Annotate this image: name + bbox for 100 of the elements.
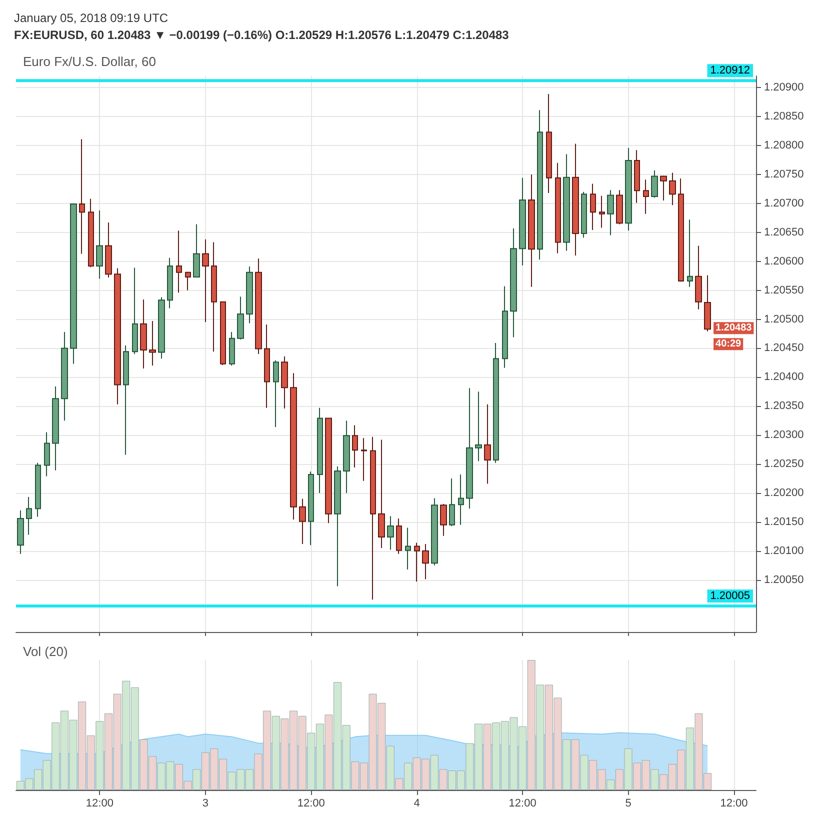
candlestick [519, 177, 526, 266]
x-tick-label: 12:00 [86, 798, 114, 810]
y-tick-label: 1.20550 [764, 284, 804, 296]
x-tick-label: 5 [625, 798, 632, 810]
y-tick-label: 1.20850 [764, 110, 804, 123]
y-tick-label: 1.20350 [764, 400, 804, 412]
candlestick [237, 296, 244, 340]
candlestick [493, 342, 499, 464]
candlestick [158, 296, 165, 360]
y-tick-label: 1.20600 [764, 255, 804, 268]
y-tick-label: 1.20250 [764, 458, 804, 470]
candlestick [149, 320, 156, 366]
candlestick [458, 474, 464, 526]
candlestick [96, 210, 103, 280]
candlestick [176, 230, 182, 294]
candlestick [17, 510, 24, 554]
candlestick [431, 498, 438, 566]
candlestick [528, 174, 535, 288]
chart-title: Vol (20) [23, 644, 68, 659]
candlestick [405, 527, 411, 570]
candlestick [678, 178, 684, 282]
candlestick [255, 258, 262, 354]
y-tick-label: 1.20450 [764, 342, 804, 354]
candlestick [616, 190, 623, 225]
candlestick [105, 222, 112, 278]
candlestick [414, 542, 420, 582]
candlestick [625, 147, 632, 232]
candlestick [502, 286, 508, 368]
y-tick-label: 1.20500 [764, 313, 804, 326]
candlestick [193, 224, 200, 278]
candlestick [185, 271, 191, 291]
candlestick [607, 190, 614, 236]
candlestick [88, 198, 94, 268]
candlestick [132, 267, 138, 354]
ref-line-label: 1.20005 [710, 590, 750, 602]
candlestick [61, 331, 68, 422]
x-tick-label: 3 [202, 798, 208, 810]
y-tick-label: 1.20700 [764, 197, 804, 210]
candlestick [52, 386, 59, 471]
candlestick [167, 257, 173, 309]
candlestick [555, 162, 561, 254]
candlestick [590, 183, 596, 231]
ref-line-label: 1.20912 [710, 64, 750, 77]
candlestick [660, 175, 667, 202]
x-tick-label: 12:00 [297, 798, 325, 810]
candlestick [546, 93, 552, 194]
candlestick [290, 372, 297, 520]
text: January 05, 2018 09:19 UTC [14, 10, 170, 27]
y-tick-label: 1.20200 [764, 487, 804, 499]
annotation: 40:29 [716, 338, 742, 350]
candlestick [643, 179, 649, 214]
candlestick [35, 462, 41, 518]
candlestick [669, 172, 676, 206]
candlestick [299, 498, 306, 544]
candlestick [220, 301, 226, 366]
candlestick [378, 439, 385, 549]
candlestick [440, 504, 447, 536]
candlestick [466, 388, 473, 510]
candlestick [325, 418, 332, 524]
candlestick [264, 324, 270, 408]
candlestick [140, 299, 147, 369]
candlestick [449, 478, 455, 527]
candlestick [343, 420, 350, 494]
candlestick [281, 356, 288, 409]
candlestick [599, 195, 605, 228]
x-tick-label: 12:00 [508, 798, 536, 810]
candlestick [563, 154, 570, 252]
candlestick [317, 407, 323, 494]
candlestick [581, 191, 587, 238]
y-tick-label: 1.20150 [764, 516, 804, 528]
candlestick [26, 496, 32, 536]
candlestick [484, 404, 491, 484]
candlestick [273, 360, 279, 428]
candlestick [572, 143, 579, 256]
y-tick-label: 1.20750 [764, 168, 804, 180]
candlestick [422, 543, 429, 580]
candlestick [687, 219, 693, 288]
text: FX:EURUSD, 60 1.20483 ▼ −0.00199 (−0.16%) O:1.20529 H:1.20576 L:1.20479 C:1.20483 [14, 27, 510, 44]
candlestick [229, 331, 235, 366]
y-tick-label: 1.20900 [764, 82, 804, 94]
chart-title: Euro Fx/U.S. Dollar, 60 [23, 54, 156, 69]
candlestick [370, 436, 376, 600]
candlestick [44, 432, 50, 477]
candlestick [246, 266, 253, 324]
candlestick [114, 268, 121, 405]
candlestick [123, 344, 129, 456]
candlestick [70, 202, 77, 364]
annotation: 1.20483 [716, 322, 752, 334]
candlestick [651, 170, 658, 198]
x-tick-label: 4 [414, 798, 420, 810]
candlestick [695, 245, 702, 310]
candlestick [211, 242, 217, 352]
y-tick-label: 1.20400 [764, 371, 804, 384]
candlestick [537, 110, 543, 260]
candlestick [334, 466, 341, 587]
candlestick [510, 228, 517, 338]
candlestick [202, 238, 209, 323]
candlestick [387, 516, 394, 550]
y-tick-label: 1.20800 [764, 140, 804, 152]
candlestick [634, 150, 640, 204]
